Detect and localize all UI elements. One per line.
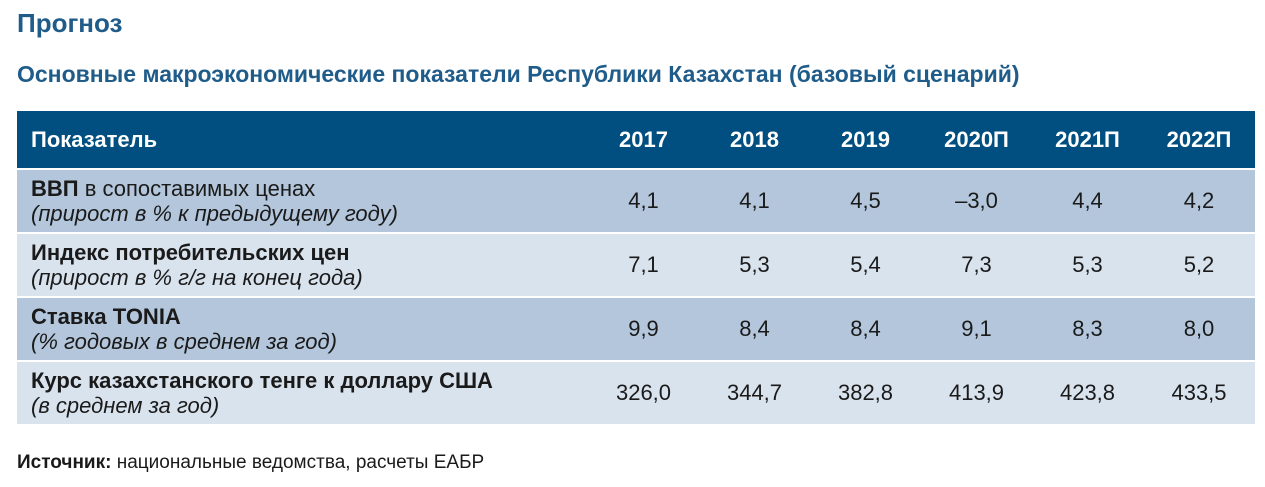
value-cell: 4,5 <box>810 169 921 234</box>
value-cell: 7,3 <box>921 233 1032 298</box>
header-year: 2019 <box>810 111 921 170</box>
value-cell: 5,2 <box>1143 233 1255 298</box>
value-cell: 4,2 <box>1143 169 1255 234</box>
indicator-unit: (% годовых в среднем за год) <box>31 329 337 354</box>
source-text: национальные ведомства, расчеты ЕАБР <box>111 452 485 473</box>
value-cell: 8,4 <box>699 297 810 362</box>
value-cell: 8,0 <box>1143 297 1255 362</box>
table-header-row: Показатель 2017 2018 2019 2020П 2021П 20… <box>17 111 1255 170</box>
value-cell: –3,0 <box>921 169 1032 234</box>
indicator-unit: (в среднем за год) <box>31 393 220 418</box>
indicator-cell: ВВП в сопоставимых ценах (прирост в % к … <box>17 169 588 234</box>
value-cell: 423,8 <box>1032 361 1143 426</box>
value-cell: 4,4 <box>1032 169 1143 234</box>
header-year: 2022П <box>1143 111 1255 170</box>
indicator-name-rest: в сопоставимых ценах <box>78 176 316 201</box>
header-year: 2020П <box>921 111 1032 170</box>
table-row-gdp: ВВП в сопоставимых ценах (прирост в % к … <box>17 169 1255 234</box>
indicator-name: Курс казахстанского тенге к доллару США <box>31 368 493 393</box>
value-cell: 433,5 <box>1143 361 1255 426</box>
table-title: Основные макроэкономические показатели Р… <box>17 61 1020 87</box>
section-title: Прогноз <box>17 8 123 38</box>
indicator-name: Индекс потребительских цен <box>31 240 350 265</box>
value-cell: 4,1 <box>699 169 810 234</box>
header-year: 2018 <box>699 111 810 170</box>
header-year: 2021П <box>1032 111 1143 170</box>
source-note: Источник: национальные ведомства, расчет… <box>17 452 484 474</box>
value-cell: 7,1 <box>588 233 699 298</box>
value-cell: 344,7 <box>699 361 810 426</box>
value-cell: 9,9 <box>588 297 699 362</box>
source-label: Источник: <box>17 452 112 473</box>
indicator-name: Ставка TONIA <box>31 304 181 329</box>
value-cell: 5,4 <box>810 233 921 298</box>
indicator-unit: (прирост в % г/г на конец года) <box>31 265 363 290</box>
header-indicator: Показатель <box>17 111 588 170</box>
value-cell: 8,4 <box>810 297 921 362</box>
value-cell: 5,3 <box>699 233 810 298</box>
value-cell: 9,1 <box>921 297 1032 362</box>
header-year: 2017 <box>588 111 699 170</box>
indicator-cell: Индекс потребительских цен (прирост в % … <box>17 233 588 298</box>
value-cell: 4,1 <box>588 169 699 234</box>
indicator-cell: Ставка TONIA (% годовых в среднем за год… <box>17 297 588 362</box>
value-cell: 5,3 <box>1032 233 1143 298</box>
table-row-tonia: Ставка TONIA (% годовых в среднем за год… <box>17 297 1255 362</box>
indicator-name: ВВП <box>31 176 79 201</box>
value-cell: 326,0 <box>588 361 699 426</box>
indicator-cell: Курс казахстанского тенге к доллару США … <box>17 361 588 426</box>
table-row-exchange-rate: Курс казахстанского тенге к доллару США … <box>17 361 1255 426</box>
value-cell: 413,9 <box>921 361 1032 426</box>
macro-indicators-table: Показатель 2017 2018 2019 2020П 2021П 20… <box>17 111 1255 426</box>
indicator-unit: (прирост в % к предыдущему году) <box>31 201 398 226</box>
value-cell: 8,3 <box>1032 297 1143 362</box>
value-cell: 382,8 <box>810 361 921 426</box>
table-row-cpi: Индекс потребительских цен (прирост в % … <box>17 233 1255 298</box>
